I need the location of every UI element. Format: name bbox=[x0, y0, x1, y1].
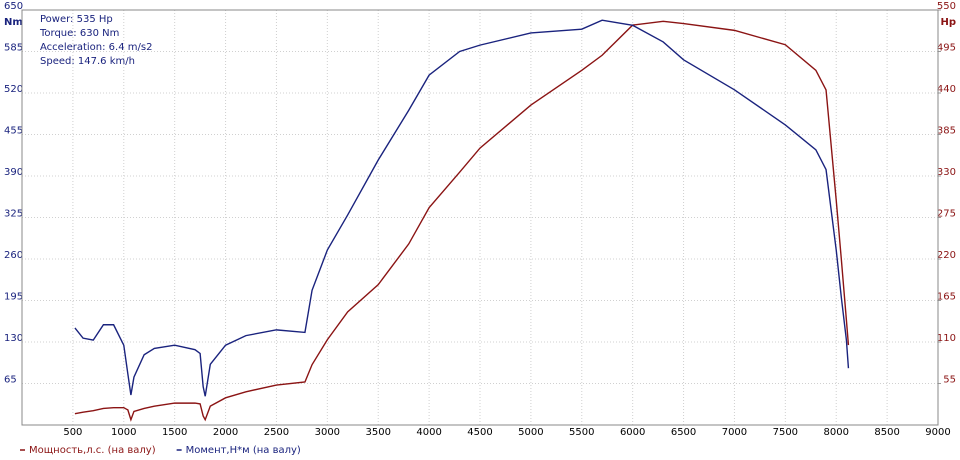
x-tick-label: 5000 bbox=[518, 427, 543, 438]
y2-tick-label: 495 bbox=[937, 43, 956, 54]
x-tick-label: 1500 bbox=[162, 427, 187, 438]
y2-tick-label: 385 bbox=[937, 126, 956, 137]
x-tick-label: 500 bbox=[63, 427, 82, 438]
x-tick-label: 6000 bbox=[620, 427, 645, 438]
y-tick-label: 325 bbox=[4, 209, 23, 220]
x-tick-label: 8500 bbox=[874, 427, 899, 438]
annotation: Speed: 147.6 km/h bbox=[40, 56, 135, 67]
y2-tick-label: 165 bbox=[937, 292, 956, 303]
legend-label: Момент,Н*м (на валу) bbox=[186, 445, 301, 456]
series-line bbox=[74, 19, 850, 397]
y2-tick-label: 55 bbox=[943, 375, 956, 386]
y2-tick-label: 440 bbox=[937, 84, 956, 95]
x-tick-label: 4000 bbox=[416, 427, 441, 438]
x-tick-label: 4500 bbox=[467, 427, 492, 438]
y-tick-label: 130 bbox=[4, 333, 23, 344]
x-tick-label: 2500 bbox=[264, 427, 289, 438]
series-line bbox=[74, 20, 850, 422]
y2-tick-label: 550 bbox=[937, 1, 956, 12]
x-tick-label: 3500 bbox=[365, 427, 390, 438]
y-tick-label: 195 bbox=[4, 292, 23, 303]
y-tick-label: 455 bbox=[4, 126, 23, 137]
y-tick-label: 260 bbox=[4, 250, 23, 261]
y2-tick-label: 110 bbox=[937, 333, 956, 344]
y2-tick-label: 330 bbox=[937, 167, 956, 178]
y2-tick-label: 275 bbox=[937, 209, 956, 220]
y-tick-label: 585 bbox=[4, 43, 23, 54]
x-tick-label: 8000 bbox=[823, 427, 848, 438]
x-tick-label: 5500 bbox=[569, 427, 594, 438]
x-tick-label: 6500 bbox=[671, 427, 696, 438]
x-tick-label: 7000 bbox=[722, 427, 747, 438]
x-tick-label: 3000 bbox=[315, 427, 340, 438]
y-axis-label: Nm bbox=[4, 17, 23, 28]
x-tick-label: 7500 bbox=[773, 427, 798, 438]
annotation: Acceleration: 6.4 m/s2 bbox=[40, 42, 152, 53]
y-tick-label: 650 bbox=[4, 1, 23, 12]
y2-axis-label: Hp bbox=[940, 17, 956, 28]
y2-tick-label: 220 bbox=[937, 250, 956, 261]
y-tick-label: 65 bbox=[4, 375, 17, 386]
x-tick-label: 2000 bbox=[213, 427, 238, 438]
annotation: Torque: 630 Nm bbox=[39, 28, 119, 39]
plot-frame bbox=[21, 9, 939, 426]
y-tick-label: 390 bbox=[4, 167, 23, 178]
x-tick-label: 9000 bbox=[925, 427, 950, 438]
annotation: Power: 535 Hp bbox=[40, 14, 113, 25]
legend-label: Мощность,л.с. (на валу) bbox=[29, 445, 156, 456]
y-tick-label: 520 bbox=[4, 84, 23, 95]
x-tick-label: 1000 bbox=[111, 427, 136, 438]
